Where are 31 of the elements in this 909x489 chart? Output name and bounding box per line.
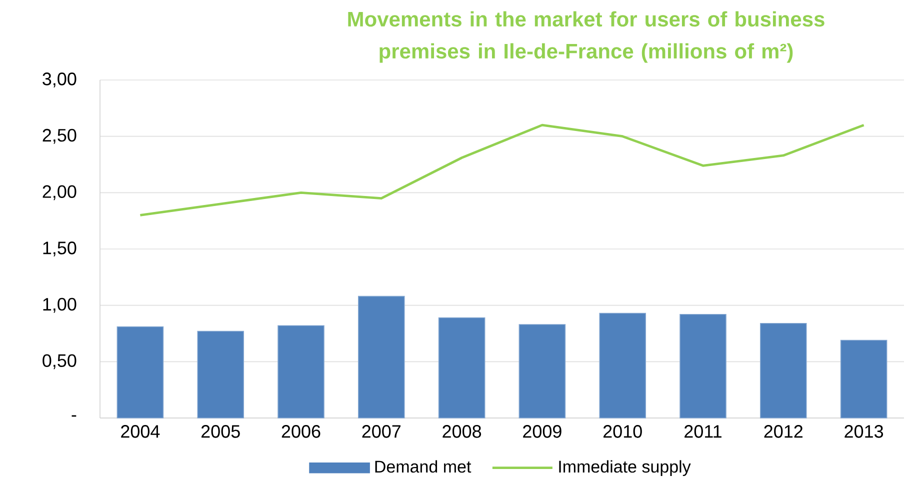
- x-tick-label: 2006: [282, 425, 320, 438]
- y-tick-label: 1,50: [43, 242, 76, 256]
- x-tick-label: 2013: [844, 425, 884, 438]
- legend-label: Immediate supply: [559, 460, 691, 476]
- x-tick-label: 2011: [684, 425, 722, 438]
- x-tick-label: 2005: [201, 425, 240, 438]
- chart-title: Movements in the market for users of business premises in Ile-de-France (millions of m²): [348, 11, 824, 63]
- x-tick-label: 2004: [121, 425, 160, 438]
- y-tick-label: 0,50: [42, 354, 76, 370]
- x-tick-label: 2010: [603, 425, 642, 438]
- y-tick-label: -: [72, 415, 76, 417]
- y-tick-label: 1,00: [43, 298, 76, 313]
- x-tick-label: 2008: [442, 425, 482, 438]
- line-series: [139, 124, 865, 216]
- bar: [680, 314, 726, 418]
- bar: [278, 325, 324, 418]
- legend-label: Demand met: [375, 460, 472, 473]
- x-tick-label: 2012: [764, 425, 802, 438]
- x-tick-label: 2007: [362, 425, 400, 438]
- bar: [197, 330, 244, 418]
- bar: [760, 322, 807, 418]
- bar: [116, 326, 164, 418]
- x-tick-label: 2009: [523, 425, 562, 438]
- bar: [840, 340, 888, 418]
- y-tick-label: 2,00: [42, 185, 76, 200]
- y-tick-label: 2,50: [42, 128, 76, 144]
- bar: [518, 324, 566, 418]
- bar: [599, 312, 646, 418]
- y-tick-label: 3,00: [42, 72, 76, 88]
- bar: [438, 317, 486, 418]
- bar: [358, 296, 405, 418]
